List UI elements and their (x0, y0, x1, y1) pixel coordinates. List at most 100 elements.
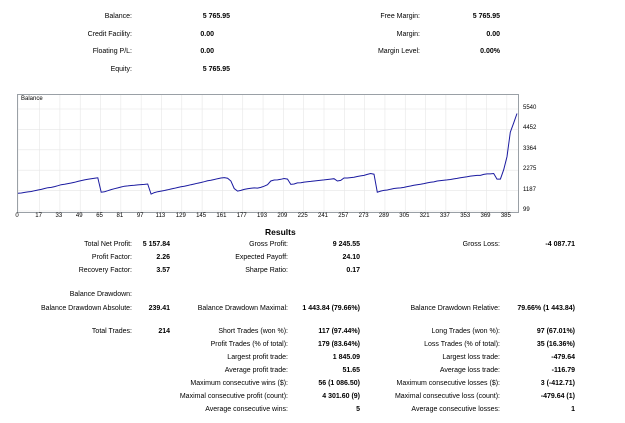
total-net-profit-label: Total Net Profit: (84, 241, 132, 248)
margin-level-value: 0.00% (480, 48, 500, 55)
credit-facility-value: 0.00 (200, 31, 214, 38)
largest-profit-trade-label: Largest profit trade: (227, 354, 288, 361)
x-tick-label: 193 (257, 213, 268, 219)
expected-payoff-label: Expected Payoff: (235, 254, 288, 261)
x-tick-label: 129 (175, 213, 186, 219)
largest-loss-trade-label: Largest loss trade: (442, 354, 500, 361)
balance-drawdown-relative-value: 79.66% (1 443.84) (517, 305, 575, 312)
x-tick-label: 65 (96, 213, 103, 219)
max-consecutive-wins-label: Maximum consecutive wins ($): (190, 380, 288, 387)
max-consecutive-losses-label: Maximum consecutive losses ($): (396, 380, 500, 387)
x-tick-label: 49 (75, 213, 83, 219)
total-trades-label: Total Trades: (91, 328, 132, 335)
short-trades-value: 117 (97.44%) (318, 328, 360, 335)
average-profit-trade-value: 51.65 (342, 367, 360, 374)
gross-loss-value: -4 087.71 (545, 241, 575, 248)
average-profit-trade-label: Average profit trade: (224, 367, 288, 374)
y-tick-label: 1187 (523, 186, 536, 193)
x-tick-label: 369 (480, 213, 491, 219)
total-net-profit-value: 5 157.84 (142, 241, 170, 248)
margin-level-label: Margin Level: (377, 48, 420, 55)
x-tick-label: 145 (196, 213, 207, 219)
recovery-factor-value: 3.57 (156, 267, 170, 274)
balance-series-line (18, 113, 518, 195)
x-tick-label: 81 (116, 213, 124, 219)
maximal-consecutive-profit-value: 4 301.60 (9) (322, 393, 360, 400)
y-tick-label: 99 (523, 207, 530, 213)
balance-chart-svg (18, 95, 518, 212)
balance-drawdown-maximal-label: Balance Drawdown Maximal: (197, 305, 288, 312)
x-tick-label: 305 (399, 213, 410, 219)
gross-profit-label: Gross Profit: (249, 241, 288, 248)
floating-pl-value: 0.00 (200, 48, 214, 55)
average-loss-trade-value: -116.79 (551, 367, 575, 374)
x-tick-label: 257 (338, 213, 349, 219)
margin-value: 0.00 (486, 31, 500, 38)
average-loss-trade-label: Average loss trade: (439, 367, 500, 374)
y-tick-label: 2275 (523, 166, 537, 173)
x-tick-label: 209 (277, 213, 288, 219)
balance-drawdown-absolute-value: 239.41 (148, 305, 170, 312)
average-consecutive-wins-label: Average consecutive wins: (205, 406, 288, 413)
x-tick-label: 33 (55, 213, 63, 219)
maximal-consecutive-loss-label: Maximal consecutive loss (count): (394, 393, 500, 400)
x-tick-label: 0 (15, 213, 19, 219)
balance-value: 5 765.95 (202, 13, 230, 20)
equity-label: Equity: (110, 66, 132, 73)
equity-value: 5 765.95 (202, 66, 230, 73)
margin-label: Margin: (396, 31, 420, 38)
expected-payoff-value: 24.10 (342, 254, 360, 261)
maximal-consecutive-profit-label: Maximal consecutive profit (count): (179, 393, 288, 400)
balance-drawdown-label: Balance Drawdown: (69, 291, 132, 298)
chart-title: Balance (21, 96, 43, 102)
x-tick-label: 321 (419, 213, 430, 219)
chart-y-axis: 5540 4452 3364 2275 1187 99 (521, 94, 551, 214)
loss-trades-label: Loss Trades (% of total): (424, 341, 500, 348)
balance-drawdown-relative-label: Balance Drawdown Relative: (410, 305, 501, 312)
balance-drawdown-absolute-label: Balance Drawdown Absolute: (40, 305, 132, 312)
balance-label: Balance: (104, 13, 132, 20)
x-tick-label: 337 (439, 213, 450, 219)
largest-loss-trade-value: -479.64 (551, 354, 575, 361)
average-consecutive-losses-value: 1 (571, 406, 575, 413)
free-margin-value: 5 765.95 (472, 13, 500, 20)
gross-loss-label: Gross Loss: (462, 241, 500, 248)
balance-drawdown-maximal-value: 1 443.84 (79.66%) (302, 305, 360, 312)
chart-x-axis: 0 17 33 49 65 81 97 113 129 145 161 177 193 209 225 241… (15, 213, 519, 223)
x-tick-label: 113 (155, 213, 166, 219)
sharpe-ratio-value: 0.17 (346, 267, 360, 274)
average-consecutive-losses-label: Average consecutive losses: (411, 406, 500, 413)
floating-pl-label: Floating P/L: (92, 48, 132, 55)
long-trades-label: Long Trades (won %): (431, 328, 500, 335)
profit-factor-label: Profit Factor: (91, 254, 132, 261)
total-trades-value: 214 (158, 328, 170, 335)
profit-trades-value: 179 (83.64%) (317, 341, 360, 348)
x-tick-label: 241 (317, 213, 328, 219)
credit-facility-label: Credit Facility: (87, 31, 132, 38)
profit-trades-label: Profit Trades (% of total): (210, 341, 288, 348)
x-tick-label: 273 (358, 213, 369, 219)
gross-profit-value: 9 245.55 (332, 241, 360, 248)
free-margin-label: Free Margin: (380, 13, 420, 20)
recovery-factor-label: Recovery Factor: (78, 267, 132, 274)
results-title: Results (265, 227, 296, 237)
average-consecutive-wins-value: 5 (356, 406, 360, 413)
max-consecutive-wins-value: 56 (1 086.50) (318, 380, 360, 387)
x-tick-label: 385 (500, 213, 511, 219)
short-trades-label: Short Trades (won %): (218, 328, 288, 335)
x-tick-label: 353 (460, 213, 471, 219)
x-tick-label: 161 (216, 213, 227, 219)
x-tick-label: 17 (35, 213, 42, 219)
y-tick-label: 3364 (523, 145, 537, 152)
largest-profit-trade-value: 1 845.09 (332, 354, 360, 361)
maximal-consecutive-loss-value: -479.64 (1) (540, 393, 575, 400)
long-trades-value: 97 (67.01%) (536, 328, 575, 335)
x-tick-label: 225 (297, 213, 308, 219)
loss-trades-value: 35 (16.36%) (536, 341, 575, 348)
max-consecutive-losses-value: 3 (-412.71) (540, 380, 575, 387)
profit-factor-value: 2.26 (156, 254, 170, 261)
x-tick-label: 177 (236, 213, 247, 219)
x-tick-label: 97 (136, 213, 144, 219)
sharpe-ratio-label: Sharpe Ratio: (245, 267, 288, 274)
y-tick-label: 4452 (523, 125, 537, 132)
